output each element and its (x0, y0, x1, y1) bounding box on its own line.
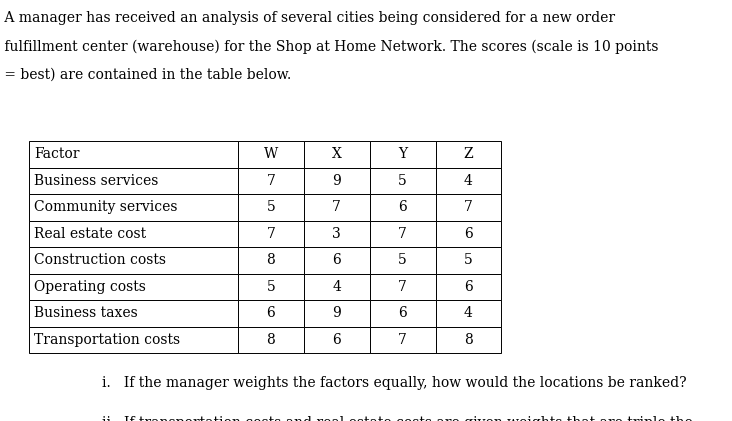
Bar (370, 247, 436, 274)
Text: 7: 7 (464, 200, 473, 214)
Text: 6: 6 (464, 227, 473, 241)
Text: 3: 3 (332, 227, 341, 241)
Text: 7: 7 (266, 174, 275, 188)
Text: 6: 6 (266, 306, 275, 320)
Text: W: W (264, 147, 278, 161)
Bar (304, 247, 370, 274)
Text: 4: 4 (464, 174, 473, 188)
Bar (238, 274, 304, 300)
Text: fulfillment center (warehouse) for the Shop at Home Network. The scores (scale i: fulfillment center (warehouse) for the S… (0, 39, 659, 53)
Text: Transportation costs: Transportation costs (34, 333, 181, 347)
Bar (29, 221, 238, 247)
Text: Business taxes: Business taxes (34, 306, 138, 320)
Text: 5: 5 (398, 253, 407, 267)
Bar (370, 141, 436, 168)
Bar (436, 327, 501, 353)
Bar (238, 141, 304, 168)
Text: 4: 4 (332, 280, 341, 294)
Bar (370, 274, 436, 300)
Text: Z: Z (463, 147, 474, 161)
Text: 9: 9 (332, 306, 341, 320)
Text: 5: 5 (398, 174, 407, 188)
Bar (436, 141, 501, 168)
Bar (304, 327, 370, 353)
Bar (436, 221, 501, 247)
Text: 4: 4 (464, 306, 473, 320)
Text: Construction costs: Construction costs (34, 253, 166, 267)
Text: X: X (332, 147, 342, 161)
Bar (29, 168, 238, 194)
Bar (29, 327, 238, 353)
Text: 7: 7 (398, 227, 407, 241)
Bar (436, 300, 501, 327)
Bar (238, 327, 304, 353)
Bar (238, 300, 304, 327)
Bar (29, 300, 238, 327)
Text: Factor: Factor (34, 147, 80, 161)
Text: 7: 7 (266, 227, 275, 241)
Bar (29, 194, 238, 221)
Text: 7: 7 (332, 200, 341, 214)
Bar (304, 141, 370, 168)
Bar (370, 221, 436, 247)
Text: 6: 6 (464, 280, 473, 294)
Bar (304, 194, 370, 221)
Bar (304, 274, 370, 300)
Text: A manager has received an analysis of several cities being considered for a new : A manager has received an analysis of se… (0, 11, 615, 24)
Text: Y: Y (398, 147, 407, 161)
Bar (238, 194, 304, 221)
Text: 6: 6 (398, 306, 407, 320)
Bar (370, 194, 436, 221)
Bar (304, 300, 370, 327)
Text: 8: 8 (464, 333, 473, 347)
Bar (370, 168, 436, 194)
Text: 6: 6 (398, 200, 407, 214)
Text: Business services: Business services (34, 174, 159, 188)
Text: 8: 8 (266, 333, 275, 347)
Bar (436, 247, 501, 274)
Bar (29, 274, 238, 300)
Bar (436, 274, 501, 300)
Text: Community services: Community services (34, 200, 178, 214)
Text: 8: 8 (266, 253, 275, 267)
Text: = best) are contained in the table below.: = best) are contained in the table below… (0, 68, 291, 82)
Bar (370, 327, 436, 353)
Text: 5: 5 (464, 253, 473, 267)
Text: 6: 6 (332, 253, 341, 267)
Bar (29, 141, 238, 168)
Text: Operating costs: Operating costs (34, 280, 146, 294)
Bar (436, 168, 501, 194)
Text: 5: 5 (266, 280, 275, 294)
Text: 6: 6 (332, 333, 341, 347)
Bar (238, 221, 304, 247)
Text: 7: 7 (398, 333, 407, 347)
Bar (370, 300, 436, 327)
Text: 9: 9 (332, 174, 341, 188)
Bar (304, 221, 370, 247)
Text: Real estate cost: Real estate cost (34, 227, 146, 241)
Bar (304, 168, 370, 194)
Text: i.   If the manager weights the factors equally, how would the locations be rank: i. If the manager weights the factors eq… (102, 376, 687, 390)
Text: 7: 7 (398, 280, 407, 294)
Bar (238, 168, 304, 194)
Bar (238, 247, 304, 274)
Bar (29, 247, 238, 274)
Bar (436, 194, 501, 221)
Text: 5: 5 (266, 200, 275, 214)
Text: ii.  If transportation costs and real estate costs are given weights that are tr: ii. If transportation costs and real est… (102, 416, 693, 421)
